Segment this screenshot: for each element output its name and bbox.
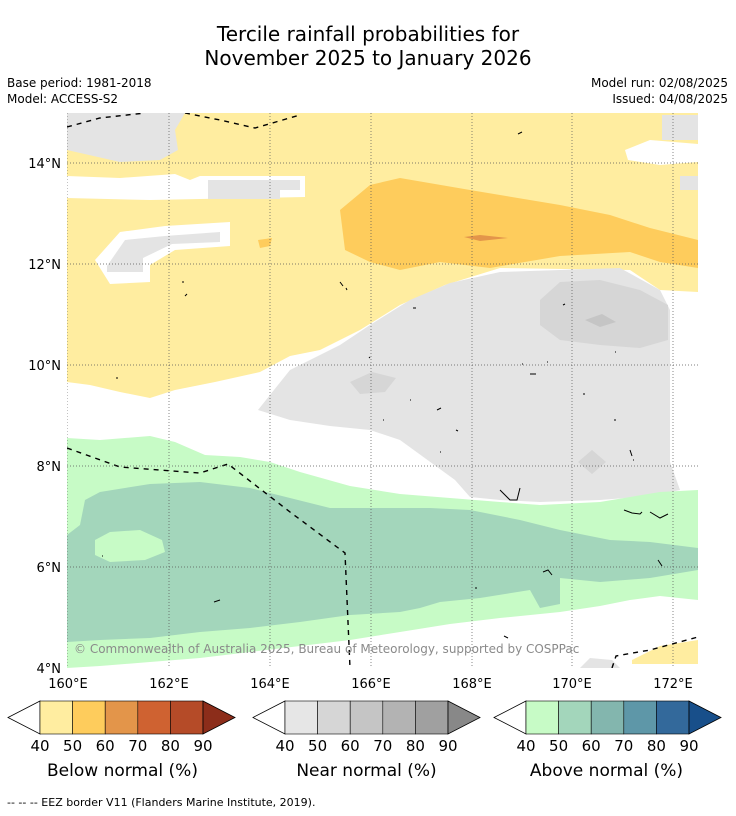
lon-label: 160°E [48,677,88,692]
lat-label: 10°N [28,359,61,374]
colorbar-segment [104,700,139,735]
copyright-text: © Commonwealth of Australia 2025, Bureau… [74,642,579,656]
above-normal-40-island [95,530,165,562]
colorbar-segment [72,700,106,735]
near-normal-50-patch-2 [350,372,396,394]
lon-labels: 160°E 162°E 164°E 166°E 168°E 170°E 172°… [48,677,693,692]
colorbar-extend-low [493,700,527,735]
near-normal-patch-nw [67,113,185,162]
meta-left: Base period: 1981-2018 Model: ACCESS-S2 [7,75,152,107]
colorbar-tick-label: 60 [96,737,115,755]
colorbar-tick-label: 60 [582,737,601,755]
lat-label: 4°N [37,662,62,677]
colorbar-segment [349,700,384,735]
colorbar-tick-label: 60 [341,737,360,755]
colorbar-tick-label: 90 [679,737,698,755]
below-normal-patch-se [632,640,698,664]
meta-right: Model run: 02/08/2025 Issued: 04/08/2025 [591,75,728,107]
colorbar-tick-label: 70 [128,737,147,755]
colorbar-tick-label: 80 [406,737,425,755]
above-normal-title: Above normal (%) [529,761,684,781]
near-normal-title: Near normal (%) [296,761,437,781]
colorbar-tick-label: 50 [63,737,82,755]
colorbar-segment [170,700,204,735]
model-run: Model run: 02/08/2025 [590,76,728,90]
colorbar-extend-low [252,700,286,735]
below-normal-50-region [340,178,698,270]
below-normal-title: Below normal (%) [47,761,198,781]
map-plot-area: © Commonwealth of Australia 2025, Bureau… [67,113,698,668]
issued-date: Issued: 04/08/2025 [612,92,728,106]
lat-label: 6°N [37,561,62,576]
colorbar-segment [525,700,559,735]
lat-labels: 14°N 12°N 10°N 8°N 6°N 4°N [28,157,61,677]
above-normal-50-region [67,482,698,642]
island-marks [102,131,669,639]
colorbar-tick-label: 70 [614,737,633,755]
lon-label: 172°E [653,677,693,692]
colorbar-segment [558,700,592,735]
colorbar-extend-low [7,700,41,735]
lat-label: 8°N [37,460,62,475]
lat-label: 12°N [28,258,61,273]
colorbar-segment [317,700,351,735]
near-normal-60-patch [585,314,616,327]
colorbar-segment [590,700,625,735]
colorbar-extend-high [447,700,481,735]
lon-label: 164°E [250,677,290,692]
eez-footnote: -- -- -- EEZ border V11 (Flanders Marine… [7,796,316,809]
colorbar-segment [137,700,171,735]
colorbar-segment [623,700,657,735]
lon-label: 170°E [552,677,592,692]
near-normal-patch-2 [107,232,220,272]
below-normal-50-spot [258,238,272,248]
eez-border-3 [611,636,698,668]
near-normal-patch-1 [208,180,300,199]
white-patch-ne [625,140,698,165]
colorbar-tick-label: 80 [161,737,180,755]
base-period: Base period: 1981-2018 [7,76,152,90]
map-figure: © Commonwealth of Australia 2025, Bureau… [7,113,722,755]
colorbar-group: 40 50 60 70 80 90 40 50 60 70 80 90 40 50 60 70 80 90 [7,700,722,755]
lon-label: 166°E [351,677,391,692]
lon-label: 168°E [452,677,492,692]
colorbar: 40 50 60 70 80 90 [493,700,722,755]
colorbar-tick-label: 40 [30,737,49,755]
colorbar-tick-label: 80 [647,737,666,755]
colorbar-tick-label: 70 [373,737,392,755]
colorbar-extend-high [688,700,722,735]
colorbar-tick-label: 40 [275,737,294,755]
colorbar: 40 50 60 70 80 90 [252,700,481,755]
eez-border-2 [67,447,351,668]
gridlines [67,113,698,668]
colorbar-tick-label: 90 [438,737,457,755]
colorbar-segment [415,700,449,735]
near-normal-patch-ne [662,115,698,140]
colorbar-tick-label: 40 [516,737,535,755]
eez-border [67,113,301,129]
colorbar-segment [39,700,73,735]
map-title: Tercile rainfall probabilities for Novem… [0,22,736,70]
colorbar: 40 50 60 70 80 90 [7,700,236,755]
near-normal-50-patch-3 [578,450,606,474]
title-line-1: Tercile rainfall probabilities for [216,22,520,46]
colorbar-segment [382,700,416,735]
colorbar-extend-high [202,700,236,735]
lon-label: 162°E [149,677,189,692]
below-normal-60-spot [464,235,508,241]
colorbar-segment [284,700,318,735]
near-normal-patch-se [580,658,620,668]
near-normal-patch-e [680,176,698,190]
colorbar-tick-label: 50 [308,737,327,755]
colorbar-tick-label: 90 [193,737,212,755]
model-name: Model: ACCESS-S2 [7,92,119,106]
lat-label: 14°N [28,157,61,172]
colorbar-tick-label: 50 [549,737,568,755]
title-line-2: November 2025 to January 2026 [204,46,532,70]
colorbar-segment [656,700,690,735]
